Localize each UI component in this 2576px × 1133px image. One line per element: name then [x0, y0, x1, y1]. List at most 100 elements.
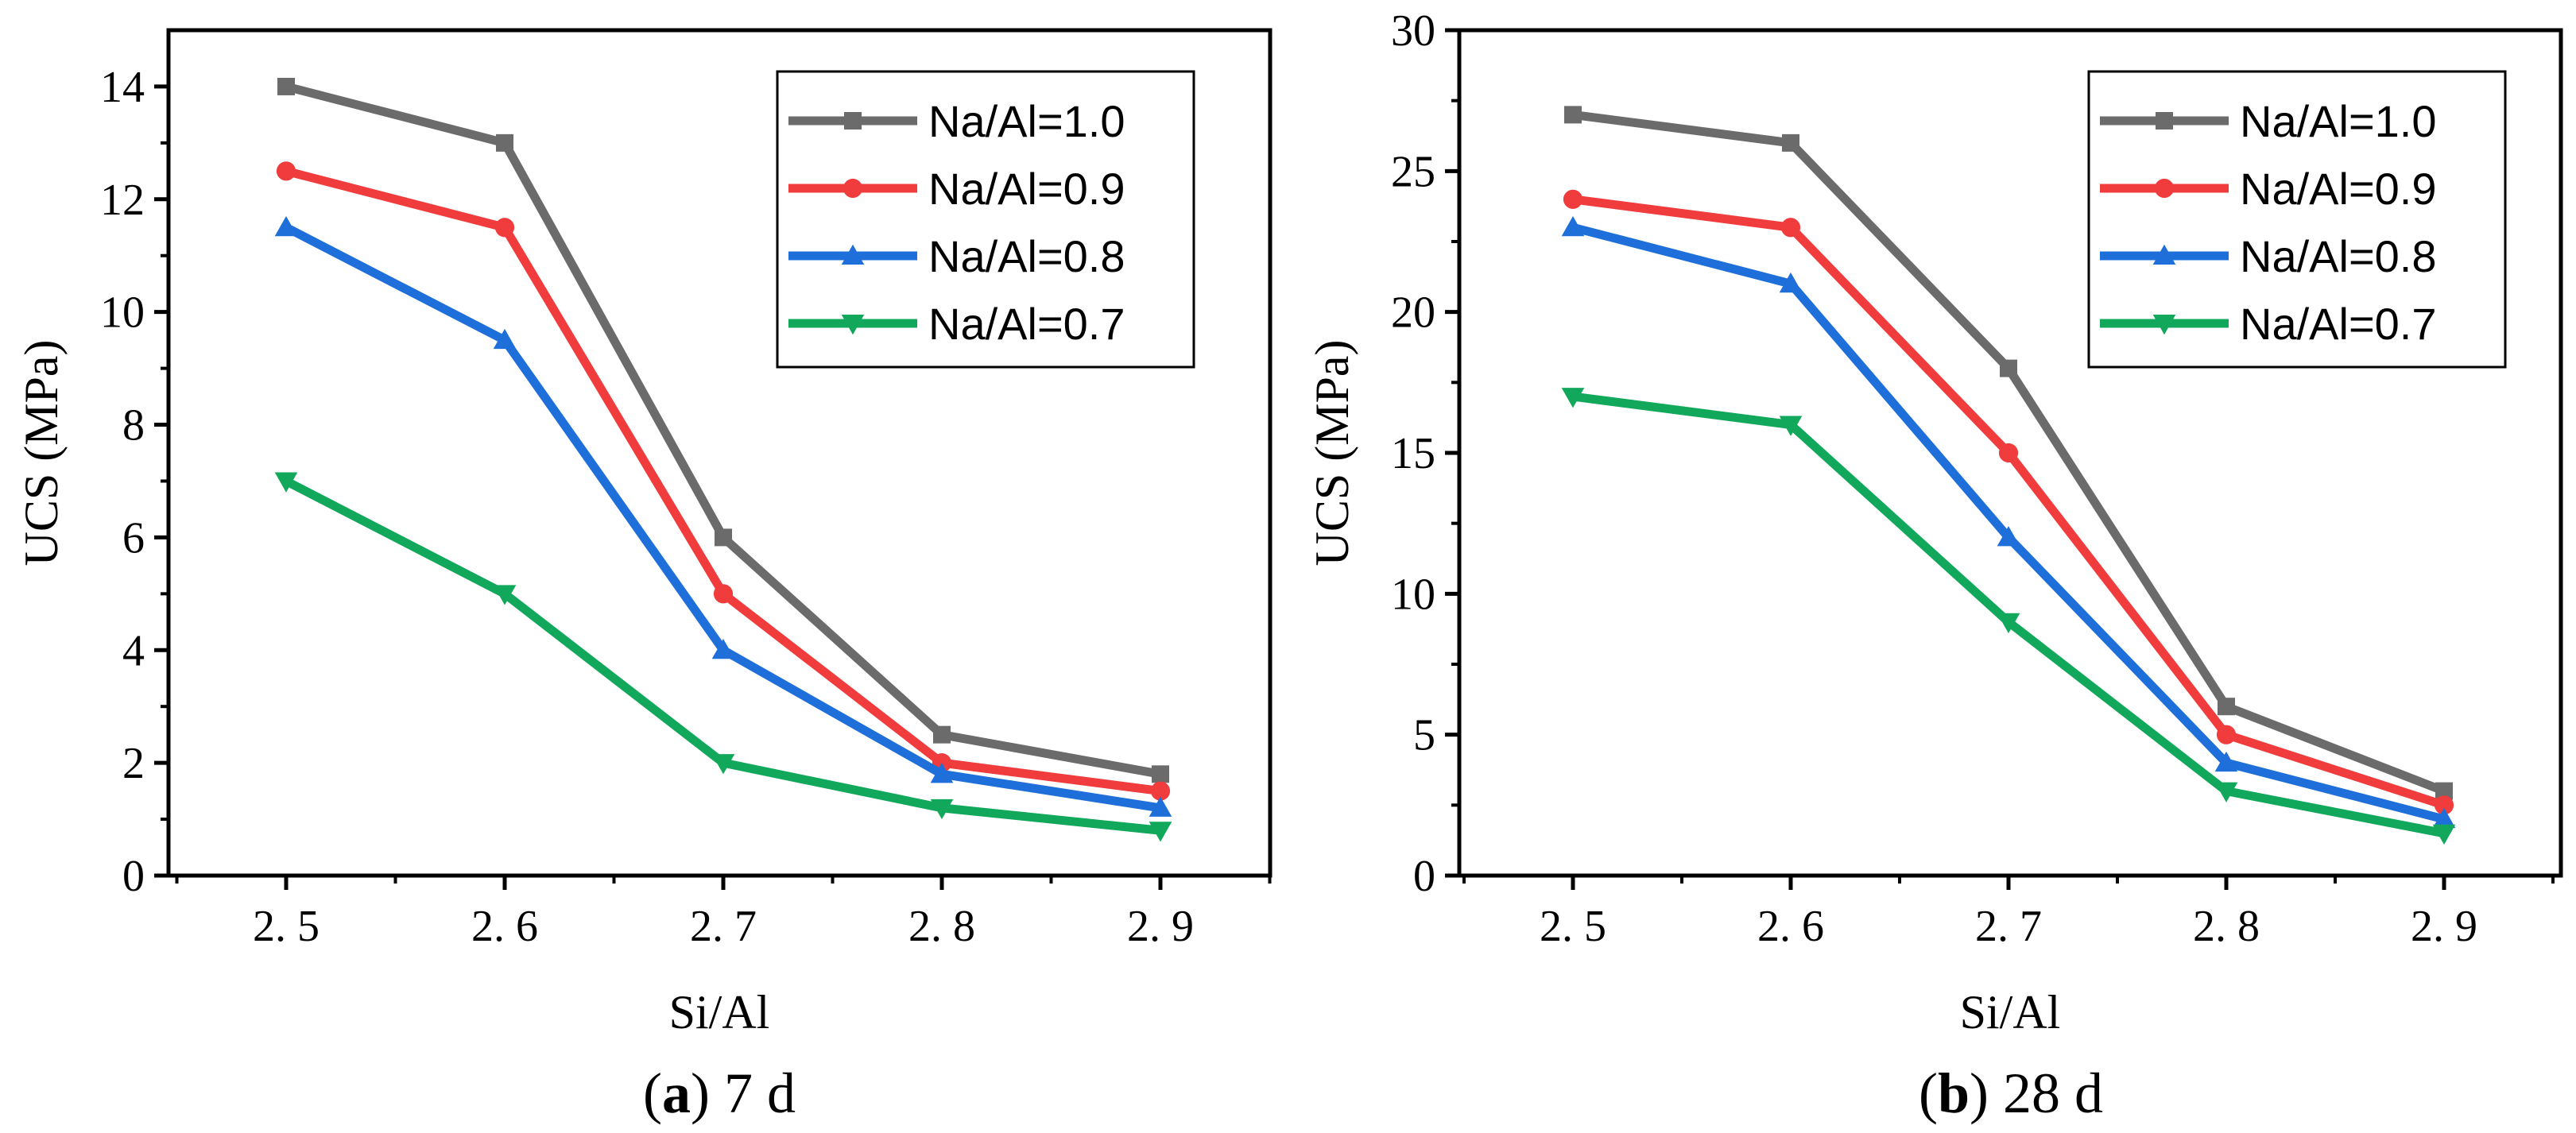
- x-tick-label: 2. 7: [690, 902, 757, 951]
- x-tick-label: 2. 5: [1540, 902, 1606, 951]
- chart-28d: 0 5 10 15 20 25 30 2. 5 2. 6 2. 7 2. 8 2. 9 Si/Al UCS…: [1306, 6, 2563, 1125]
- legend-marker: [2156, 112, 2173, 130]
- y-tick-label: 20: [1391, 288, 1435, 338]
- data-point: [2432, 824, 2456, 845]
- series-Na/Al=0.9: [1563, 189, 2454, 815]
- y-tick-label: 25: [1391, 147, 1435, 196]
- data-point: [2000, 359, 2017, 377]
- data-point: [496, 133, 513, 152]
- y-tick-label: 6: [122, 513, 145, 563]
- y-tick-label: 0: [122, 852, 145, 901]
- legend-marker: [841, 244, 865, 265]
- legend-marker: [2154, 178, 2175, 199]
- data-point: [2434, 795, 2454, 815]
- x-tick-label: 2. 6: [471, 902, 538, 951]
- y-tick-label: 10: [1391, 570, 1435, 619]
- legend: Na/Al=1.0 Na/Al=0.9 Na/Al=0.8 Na/Al=0.7: [2087, 70, 2507, 369]
- y-tick-label: 14: [100, 63, 145, 112]
- legend-label: Na/Al=1.0: [928, 96, 1125, 146]
- x-tick-label: 2. 5: [253, 902, 320, 951]
- data-point: [493, 585, 517, 605]
- data-point: [276, 161, 296, 181]
- x-tick-label: 2. 9: [2411, 902, 2477, 951]
- data-point: [1563, 189, 1583, 209]
- legend-marker: [2152, 244, 2176, 265]
- legend-label: Na/Al=0.9: [2240, 164, 2437, 214]
- data-point: [1149, 796, 1172, 817]
- data-point: [494, 218, 515, 238]
- legend-label: Na/Al=0.9: [928, 164, 1125, 214]
- data-point: [2216, 725, 2237, 744]
- data-point: [2214, 782, 2238, 802]
- caption-letter: b: [1938, 1061, 1970, 1125]
- y-axis-title: UCS (MPa): [15, 339, 68, 566]
- x-tick-label: 2. 9: [1127, 902, 1194, 951]
- chart-7d: 0 2 4 6 8 10 12 14 2. 5 2. 6 2. 7 2. 8 2. 9 Si/Al UCS …: [15, 28, 1273, 1125]
- legend-label: Na/Al=1.0: [2240, 96, 2437, 146]
- series-Na/Al=0.8: [274, 215, 1172, 817]
- legend-label: Na/Al=0.8: [2240, 231, 2437, 281]
- data-point: [711, 638, 735, 659]
- data-point: [1779, 272, 1803, 293]
- x-tick-label: 2. 8: [908, 902, 975, 951]
- data-point: [711, 754, 735, 775]
- legend-label: Na/Al=0.7: [928, 299, 1125, 349]
- data-point: [933, 725, 951, 744]
- data-point: [2435, 782, 2453, 800]
- data-point: [1997, 526, 2020, 547]
- data-point: [1149, 822, 1172, 842]
- x-tick-label: 2. 6: [1757, 902, 1824, 951]
- caption-text: 7 d: [724, 1061, 796, 1125]
- data-point: [1780, 218, 1801, 238]
- data-point: [713, 584, 734, 604]
- y-tick-label: 15: [1391, 429, 1435, 478]
- data-point: [1150, 781, 1171, 801]
- legend-label: Na/Al=0.7: [2240, 299, 2437, 349]
- caption-letter: a: [662, 1061, 691, 1125]
- data-point: [930, 763, 954, 783]
- y-tick-label: 10: [100, 288, 145, 338]
- series-Na/Al=0.7: [1561, 388, 2456, 845]
- panel-caption: (a) 7 d: [643, 1061, 796, 1125]
- data-point: [1997, 613, 2020, 634]
- legend-marker: [2152, 315, 2176, 335]
- y-tick-label: 4: [122, 626, 145, 675]
- x-axis-title: Si/Al: [1960, 986, 2061, 1038]
- x-tick-label: 2. 7: [1975, 902, 2042, 951]
- legend: Na/Al=1.0 Na/Al=0.9 Na/Al=0.8 Na/Al=0.7: [776, 70, 1195, 369]
- data-point: [715, 528, 732, 547]
- series-Na/Al=1.0: [1564, 106, 2453, 800]
- panel-caption: (b) 28 d: [1919, 1061, 2103, 1125]
- y-tick-label: 12: [100, 176, 145, 225]
- x-tick-label: 2. 8: [2193, 902, 2260, 951]
- data-point: [1779, 416, 1803, 436]
- plot-frame: [166, 28, 1273, 878]
- data-point: [493, 328, 517, 350]
- caption-text: 28 d: [2003, 1061, 2103, 1125]
- y-tick-label: 30: [1391, 6, 1435, 56]
- data-point: [274, 472, 298, 493]
- data-point: [2214, 751, 2238, 772]
- series-Na/Al=0.8: [1561, 215, 2456, 829]
- y-tick-label: 0: [1413, 852, 1435, 901]
- legend-marker: [843, 178, 863, 199]
- y-tick-label: 5: [1413, 711, 1435, 760]
- data-point: [1564, 106, 1582, 124]
- data-point: [2218, 698, 2235, 716]
- x-axis-title: Si/Al: [669, 986, 770, 1038]
- series-Na/Al=1.0: [277, 77, 1169, 783]
- legend-label: Na/Al=0.8: [928, 231, 1125, 281]
- data-point: [1998, 443, 2019, 463]
- series-Na/Al=0.7: [274, 472, 1172, 842]
- y-axis-title: UCS (MPa): [1306, 339, 1358, 566]
- legend-marker: [841, 315, 865, 335]
- data-point: [1782, 133, 1799, 152]
- data-point: [1561, 388, 1585, 408]
- data-point: [1152, 765, 1169, 783]
- data-point: [274, 215, 298, 237]
- data-point: [930, 799, 954, 820]
- y-tick-label: 8: [122, 401, 145, 450]
- y-tick-label: 2: [122, 739, 145, 788]
- data-point: [277, 77, 295, 95]
- legend-marker: [844, 112, 862, 130]
